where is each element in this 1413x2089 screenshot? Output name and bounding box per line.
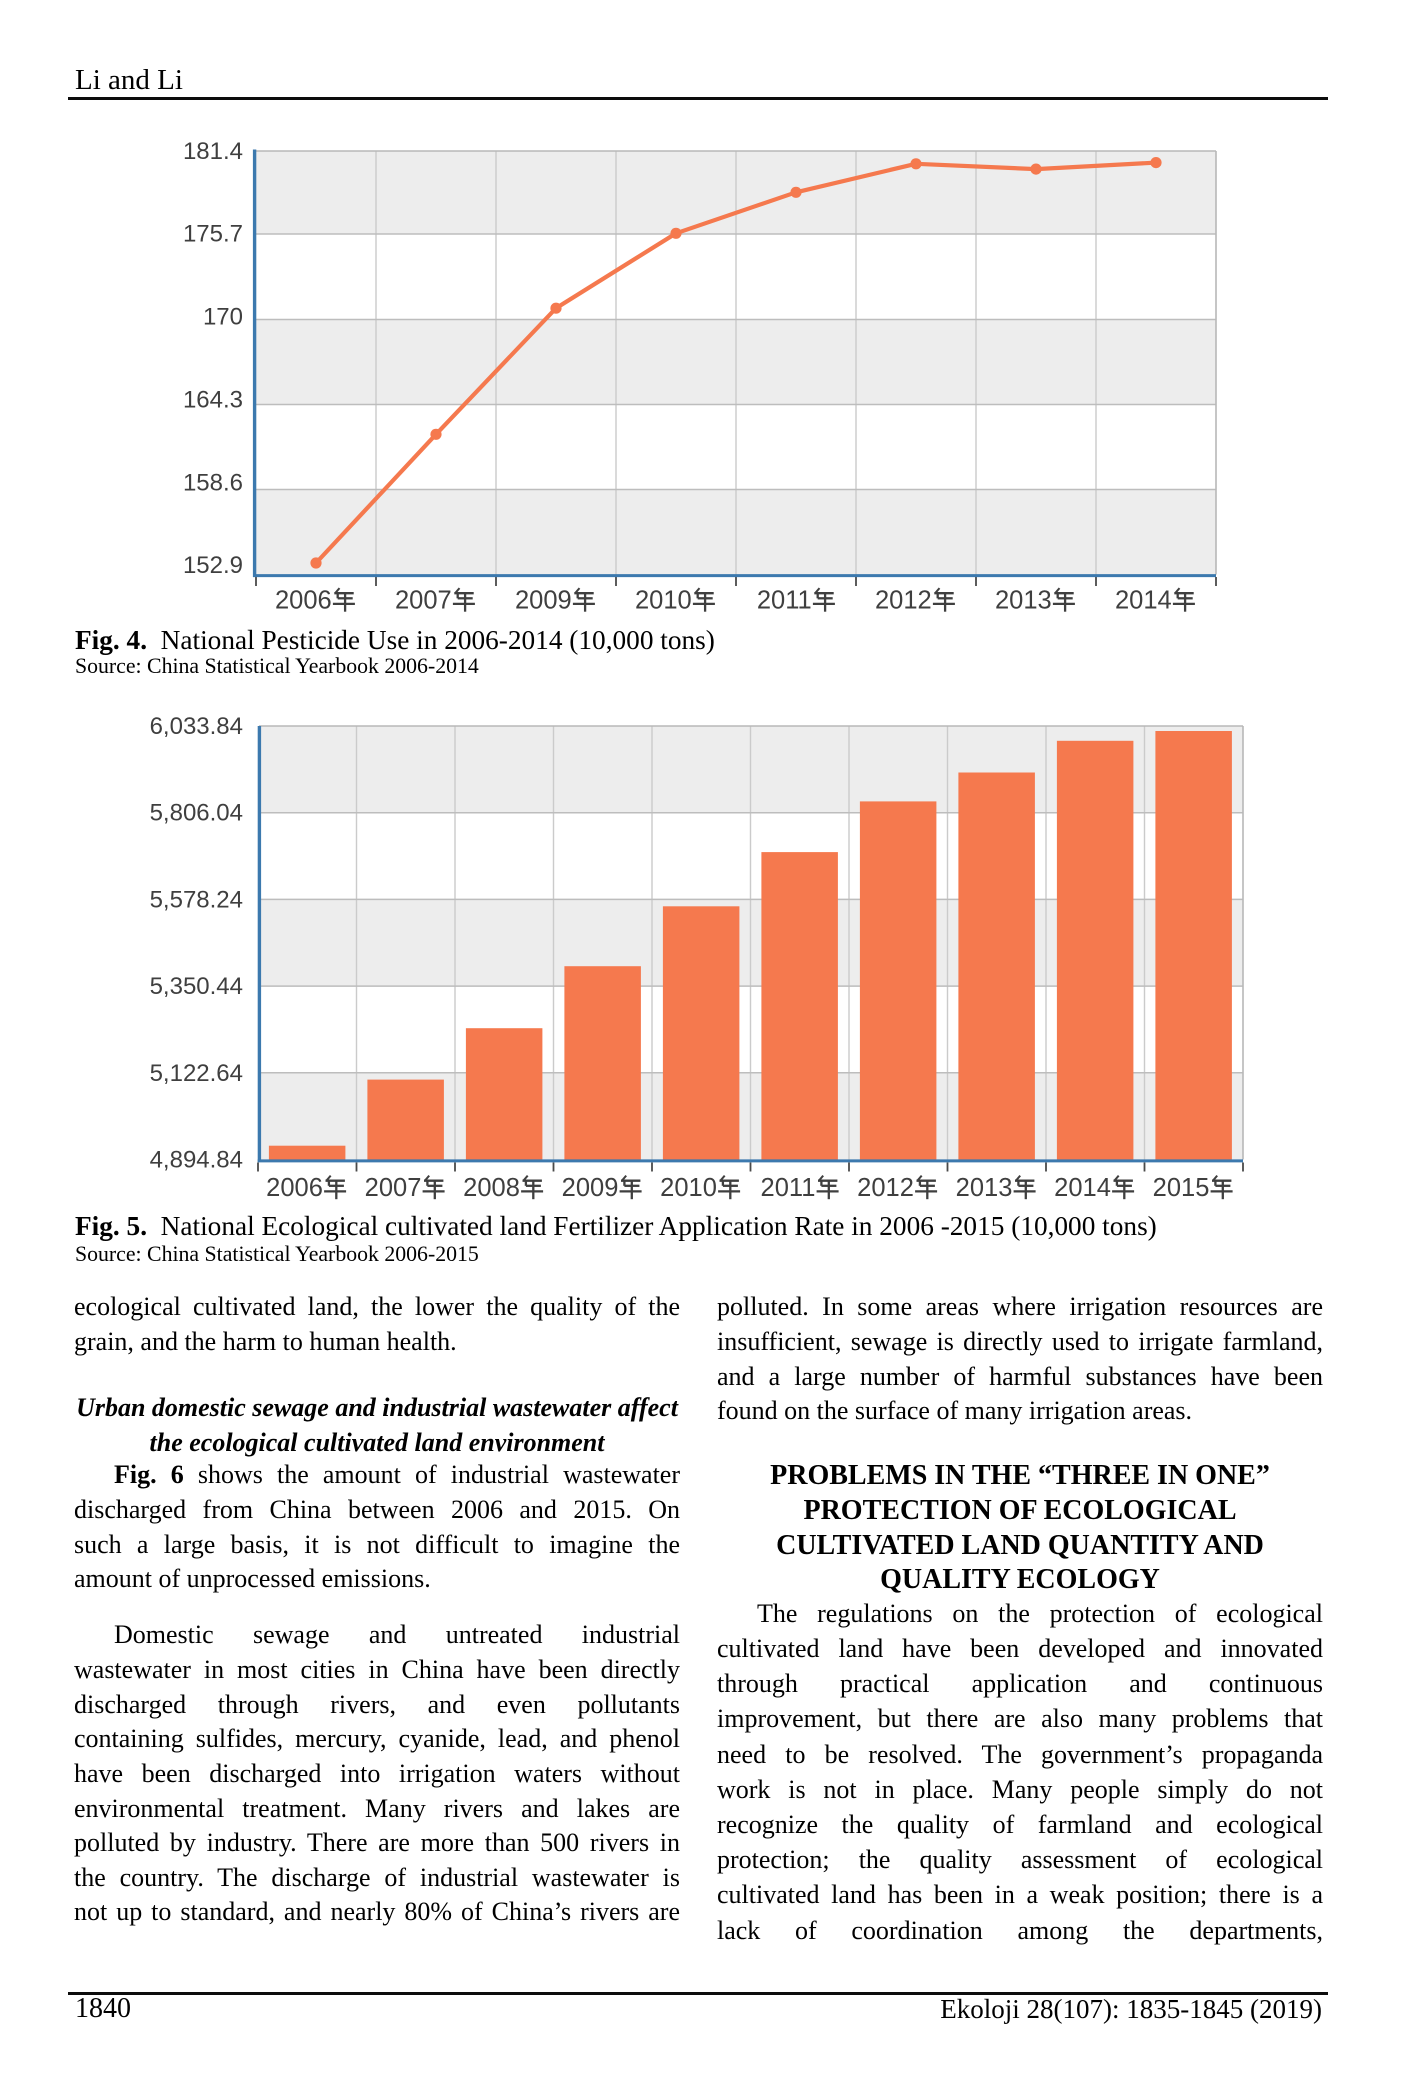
svg-text:2008: 2008 [463, 1174, 520, 1202]
svg-text:181.4: 181.4 [183, 138, 243, 165]
svg-text:170: 170 [203, 304, 243, 331]
svg-text:6,033.84: 6,033.84 [150, 713, 243, 740]
svg-text:2010: 2010 [660, 1174, 717, 1202]
svg-text:5,122.64: 5,122.64 [150, 1060, 243, 1087]
svg-text:4,894.84: 4,894.84 [150, 1147, 243, 1174]
svg-text:5,806.04: 5,806.04 [150, 800, 243, 827]
svg-text:2007: 2007 [365, 1174, 422, 1202]
svg-text:2012: 2012 [875, 587, 932, 615]
svg-text:2006: 2006 [275, 587, 332, 615]
svg-text:2010: 2010 [635, 587, 692, 615]
svg-text:2006: 2006 [266, 1174, 323, 1202]
svg-text:164.3: 164.3 [183, 387, 243, 414]
svg-text:152.9: 152.9 [183, 552, 243, 579]
svg-text:2011: 2011 [757, 587, 812, 615]
svg-text:2009: 2009 [515, 587, 572, 615]
svg-text:5,350.44: 5,350.44 [150, 973, 243, 1000]
svg-text:2013: 2013 [956, 1174, 1013, 1202]
svg-text:2009: 2009 [562, 1174, 619, 1202]
svg-text:175.7: 175.7 [183, 221, 243, 248]
svg-text:2015: 2015 [1153, 1174, 1210, 1202]
svg-text:2012: 2012 [857, 1174, 914, 1202]
svg-text:158.6: 158.6 [183, 470, 243, 497]
svg-text:2014: 2014 [1115, 587, 1172, 615]
svg-text:5,578.24: 5,578.24 [150, 886, 243, 913]
svg-text:2011: 2011 [761, 1174, 816, 1202]
svg-text:2007: 2007 [395, 587, 452, 615]
svg-text:2014: 2014 [1054, 1174, 1111, 1202]
svg-text:2013: 2013 [995, 587, 1052, 615]
